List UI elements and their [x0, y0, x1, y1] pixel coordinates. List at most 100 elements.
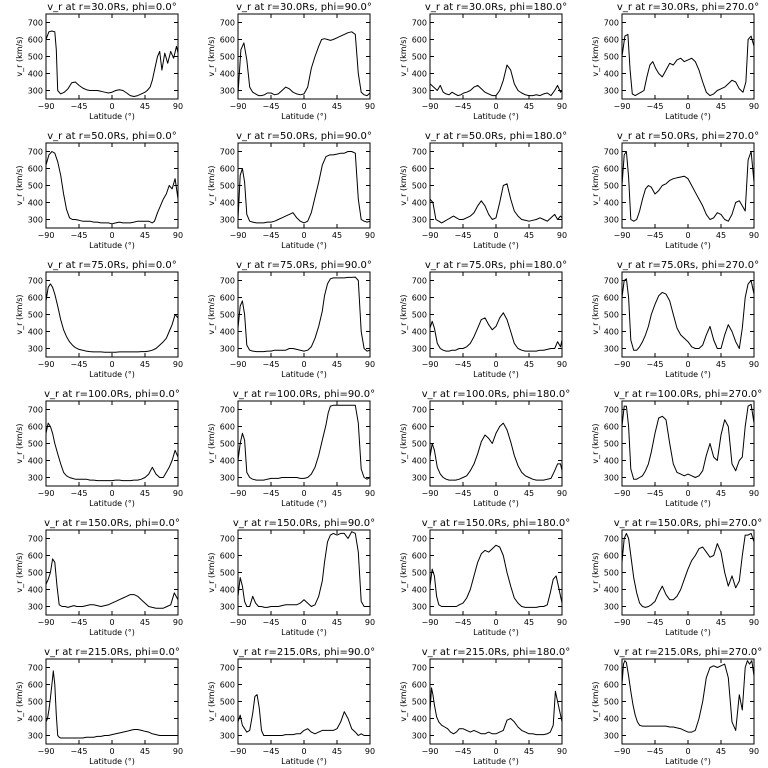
plot-frame — [237, 142, 371, 229]
y-axis-label: v_r (km/s) — [591, 552, 600, 592]
panel-title: v_r at r=215.0Rs, phi=270.0° — [614, 647, 763, 658]
x-axis-label: Latitude (°) — [665, 499, 711, 508]
panel-title: v_r at r=50.0Rs, phi=180.0° — [425, 131, 567, 142]
x-tick-label: 0 — [301, 102, 306, 111]
x-tick-label: 90 — [557, 102, 567, 111]
x-tick-label: 90 — [557, 489, 567, 498]
series-line — [621, 278, 755, 351]
y-tick-label: 700 — [28, 406, 43, 415]
y-tick-label: 500 — [604, 698, 619, 707]
x-tick-label: 45 — [332, 231, 342, 240]
y-tick-label: 600 — [604, 423, 619, 432]
x-tick-label: 0 — [109, 747, 114, 756]
plot-frame — [429, 529, 563, 616]
panel-6: v_r at r=50.0Rs, phi=180.0° −90 −45 0 45 90 30… — [399, 131, 567, 250]
series-line — [45, 670, 178, 739]
x-tick-label: 0 — [301, 747, 306, 756]
y-tick-label: 300 — [604, 87, 619, 96]
plot-frame — [621, 529, 755, 616]
y-tick-label: 700 — [220, 148, 235, 157]
panel-18: v_r at r=150.0Rs, phi=180.0° −90 −45 0 45 90 3… — [399, 518, 570, 637]
y-tick-label: 400 — [412, 457, 427, 466]
x-tick-label: 0 — [493, 102, 498, 111]
y-tick-label: 700 — [28, 148, 43, 157]
y-tick-label: 600 — [220, 165, 235, 174]
y-tick-label: 300 — [604, 732, 619, 741]
panel-3: v_r at r=30.0Rs, phi=270.0° −90 −45 0 45 90 30… — [591, 2, 759, 121]
x-tick-label: 45 — [332, 489, 342, 498]
panel-16: v_r at r=150.0Rs, phi=0.0° −90 −45 0 45 90 300… — [15, 518, 183, 637]
x-tick-label: −90 — [614, 747, 631, 756]
x-axis-label: Latitude (°) — [89, 757, 135, 766]
x-tick-label: 45 — [332, 747, 342, 756]
series-line — [429, 687, 563, 736]
x-tick-label: 0 — [109, 231, 114, 240]
y-tick-label: 400 — [220, 328, 235, 337]
y-tick-label: 600 — [604, 681, 619, 690]
x-tick-label: 90 — [173, 102, 183, 111]
y-axis-label: v_r (km/s) — [591, 294, 600, 334]
y-axis-label: v_r (km/s) — [207, 294, 216, 334]
plot-frame — [621, 13, 755, 100]
y-tick-label: 400 — [604, 457, 619, 466]
panel-title: v_r at r=50.0Rs, phi=90.0° — [236, 131, 372, 142]
y-axis-label: v_r (km/s) — [15, 294, 24, 334]
x-tick-label: −45 — [263, 618, 280, 627]
x-axis-label: Latitude (°) — [473, 112, 519, 121]
x-tick-label: −45 — [455, 489, 472, 498]
series-line — [237, 276, 371, 353]
x-tick-label: −90 — [422, 489, 439, 498]
y-tick-label: 700 — [28, 664, 43, 673]
y-tick-label: 300 — [412, 732, 427, 741]
x-axis-label: Latitude (°) — [473, 628, 519, 637]
x-tick-label: 45 — [140, 489, 150, 498]
x-tick-label: 0 — [301, 489, 306, 498]
plot-frame — [45, 658, 179, 745]
x-tick-label: 0 — [685, 489, 690, 498]
x-tick-label: −90 — [230, 489, 247, 498]
y-tick-label: 400 — [220, 457, 235, 466]
x-tick-label: 45 — [140, 231, 150, 240]
panel-title: v_r at r=100.0Rs, phi=90.0° — [233, 389, 375, 400]
x-tick-label: −45 — [71, 489, 88, 498]
x-tick-label: 45 — [524, 102, 534, 111]
y-tick-label: 400 — [28, 457, 43, 466]
panel-1: v_r at r=30.0Rs, phi=90.0° −90 −45 0 45 90 300… — [207, 2, 375, 121]
y-tick-label: 600 — [220, 423, 235, 432]
y-tick-label: 400 — [28, 328, 43, 337]
y-axis-label: v_r (km/s) — [399, 423, 408, 463]
panel-title: v_r at r=50.0Rs, phi=270.0° — [617, 131, 759, 142]
x-tick-label: 45 — [716, 489, 726, 498]
panel-15: v_r at r=100.0Rs, phi=270.0° −90 −45 0 45 90 3… — [591, 389, 762, 508]
panel-17: v_r at r=150.0Rs, phi=90.0° −90 −45 0 45 90 30… — [207, 518, 375, 637]
y-tick-label: 300 — [412, 603, 427, 612]
x-tick-label: 0 — [685, 360, 690, 369]
y-tick-label: 400 — [412, 199, 427, 208]
x-tick-label: 90 — [173, 489, 183, 498]
x-tick-label: −45 — [647, 747, 664, 756]
x-tick-label: 45 — [140, 618, 150, 627]
y-tick-label: 600 — [220, 552, 235, 561]
y-tick-label: 600 — [604, 165, 619, 174]
y-tick-label: 600 — [220, 681, 235, 690]
x-axis-label: Latitude (°) — [89, 628, 135, 637]
y-axis-label: v_r (km/s) — [15, 36, 24, 76]
panel-19: v_r at r=150.0Rs, phi=270.0° −90 −45 0 45 90 3… — [591, 518, 762, 637]
x-tick-label: −45 — [647, 231, 664, 240]
x-tick-label: 90 — [365, 489, 375, 498]
x-axis-label: Latitude (°) — [281, 757, 327, 766]
plot-frame — [621, 271, 755, 358]
panel-title: v_r at r=30.0Rs, phi=0.0° — [47, 2, 176, 13]
x-tick-label: −45 — [455, 360, 472, 369]
x-tick-label: 45 — [716, 360, 726, 369]
x-tick-label: 90 — [365, 102, 375, 111]
x-tick-label: 45 — [524, 360, 534, 369]
y-tick-label: 400 — [604, 715, 619, 724]
x-tick-label: 90 — [173, 360, 183, 369]
x-axis-label: Latitude (°) — [665, 241, 711, 250]
y-tick-label: 500 — [604, 440, 619, 449]
x-axis-label: Latitude (°) — [281, 499, 327, 508]
y-tick-label: 300 — [28, 474, 43, 483]
x-axis-label: Latitude (°) — [665, 370, 711, 379]
y-tick-label: 400 — [604, 199, 619, 208]
